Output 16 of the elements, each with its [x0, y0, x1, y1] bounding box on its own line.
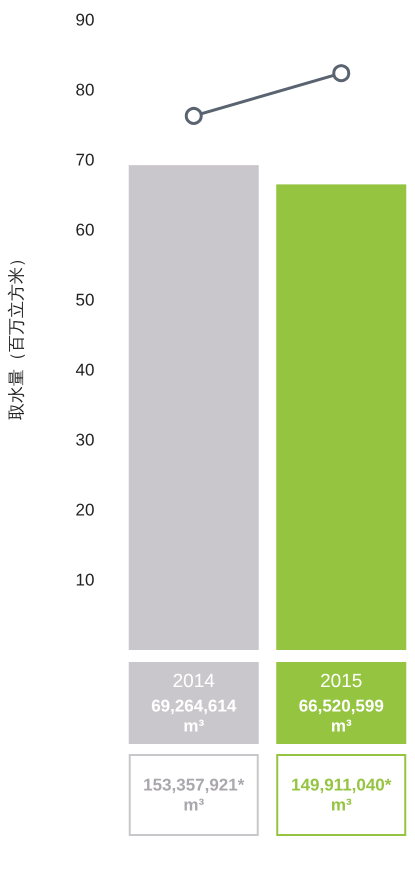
y-tick-label: 70 — [76, 150, 94, 170]
x-tick-label: 2014 — [172, 671, 216, 692]
x-tick-label: 2015 — [320, 671, 362, 692]
y-tick-label: 50 — [76, 290, 94, 310]
text: 149,911,040* m³ — [291, 776, 392, 814]
text: 153,357,921* m³ — [143, 776, 245, 814]
y-tick-label: 80 — [76, 80, 94, 100]
y-tick-label: 20 — [76, 500, 94, 520]
data-label: 66,520,599 m³ — [298, 696, 384, 736]
y-tick-label: 60 — [76, 220, 94, 240]
y-tick-label: 40 — [76, 360, 94, 380]
y-tick-label: 10 — [76, 570, 94, 590]
y-axis-title: 取水量（百万立方米） — [7, 250, 26, 420]
y-tick-label: 90 — [76, 10, 94, 30]
data-label: 69,264,614 m³ — [151, 696, 237, 736]
y-tick-label: 30 — [76, 430, 94, 450]
